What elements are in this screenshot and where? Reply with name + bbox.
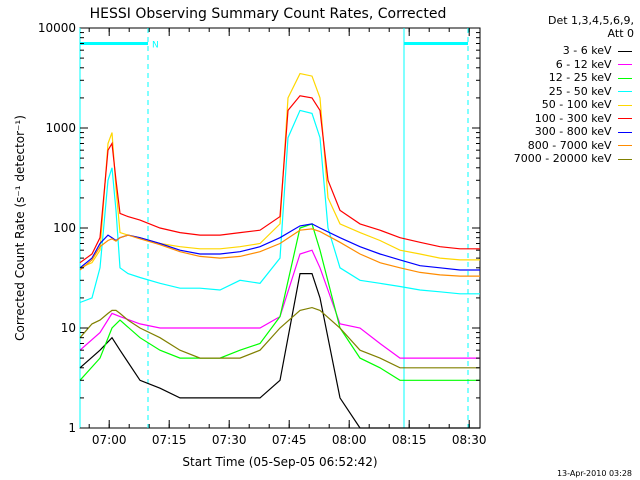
legend-entry: 3 - 6 keV bbox=[563, 44, 632, 57]
series-line bbox=[79, 228, 480, 277]
legend-swatch bbox=[618, 158, 632, 160]
series-line bbox=[79, 109, 480, 304]
legend-entry: 12 - 25 keV bbox=[549, 71, 632, 84]
y-tick-label: 100 bbox=[53, 221, 76, 235]
x-tick-label: 08:30 bbox=[452, 433, 487, 447]
legend-entry: 7000 - 20000 keV bbox=[514, 152, 632, 165]
legend-entry-label: 12 - 25 keV bbox=[548, 71, 615, 84]
y-axis-label: Corrected Count Rate (s⁻¹ detector⁻¹) bbox=[13, 115, 27, 341]
y-tick-label: 1000 bbox=[45, 121, 76, 135]
series-line bbox=[79, 249, 480, 359]
x-tick-label: 07:00 bbox=[92, 433, 127, 447]
legend-entry: 300 - 800 keV bbox=[535, 125, 632, 138]
x-tick-label: 07:30 bbox=[212, 433, 247, 447]
plot-area: N bbox=[79, 27, 481, 429]
legend-header: Det 1,3,4,5,6,9, Att 0 bbox=[548, 14, 634, 40]
generation-timestamp: 13-Apr-2010 03:28 bbox=[556, 469, 632, 478]
x-tick-label: 08:00 bbox=[332, 433, 367, 447]
legend-entry-label: 25 - 50 keV bbox=[548, 84, 615, 98]
legend-entry-label: 100 - 300 keV bbox=[534, 111, 615, 125]
y-axis: 1 10 100 1000 10000 bbox=[38, 21, 480, 435]
chart-title: HESSI Observing Summary Count Rates, Cor… bbox=[90, 6, 447, 22]
legend-swatch bbox=[618, 91, 632, 92]
legend-header-line: Att 0 bbox=[607, 27, 634, 40]
legend-entry-label: 7000 - 20000 keV bbox=[513, 152, 615, 165]
annotation-marker: N bbox=[152, 40, 159, 50]
legend-entry: 100 - 300 keV bbox=[535, 112, 632, 125]
legend-entry-label: 800 - 7000 keV bbox=[527, 138, 615, 152]
legend-header-line: Det 1,3,4,5,6,9, bbox=[547, 14, 634, 27]
legend-swatch bbox=[618, 50, 632, 52]
legend-swatch bbox=[618, 64, 632, 65]
legend-swatch bbox=[618, 145, 632, 146]
legend-swatch bbox=[618, 118, 632, 119]
series-line bbox=[79, 223, 480, 271]
x-tick-label: 07:45 bbox=[272, 433, 307, 447]
y-tick-label: 10 bbox=[61, 321, 76, 335]
x-axis: 07:00 07:15 07:30 07:45 08:00 08:15 08:30 bbox=[88, 28, 487, 447]
series-line bbox=[79, 95, 480, 264]
legend-swatch bbox=[618, 131, 632, 133]
legend-entry: 50 - 100 keV bbox=[542, 98, 632, 111]
x-tick-label: 07:15 bbox=[152, 433, 187, 447]
legend-entry-label: 6 - 12 keV bbox=[555, 57, 615, 71]
legend-swatch bbox=[618, 104, 632, 106]
series-line bbox=[79, 306, 480, 369]
x-tick-label: 08:15 bbox=[392, 433, 427, 447]
series-line bbox=[79, 223, 480, 381]
legend-entry: 25 - 50 keV bbox=[549, 85, 632, 98]
y-tick-label: 1 bbox=[68, 421, 76, 435]
legend-entry-label: 3 - 6 keV bbox=[562, 44, 615, 57]
legend-entry: 800 - 7000 keV bbox=[528, 139, 632, 152]
x-axis-label: Start Time (05-Sep-05 06:52:42) bbox=[182, 455, 377, 469]
series-line bbox=[79, 273, 480, 429]
y-tick-label: 10000 bbox=[38, 21, 76, 35]
legend-entry-label: 300 - 800 keV bbox=[534, 125, 615, 138]
legend-entry: 6 - 12 keV bbox=[556, 58, 632, 71]
legend-entry-label: 50 - 100 keV bbox=[541, 98, 615, 111]
legend-swatch bbox=[618, 77, 632, 79]
